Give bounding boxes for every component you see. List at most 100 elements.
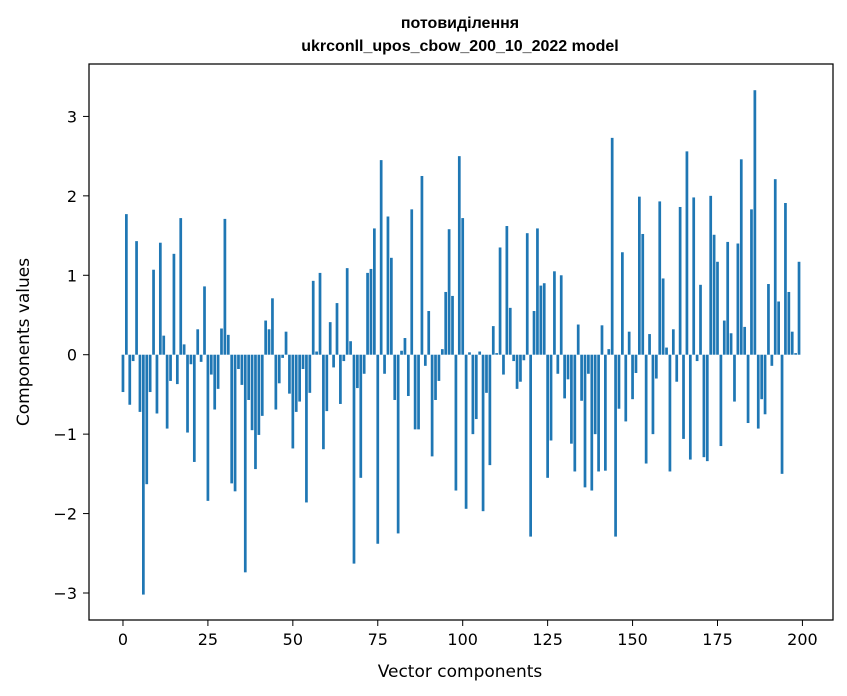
bar — [359, 354, 363, 478]
bar — [661, 278, 665, 355]
bar — [739, 159, 743, 355]
bar — [131, 354, 135, 362]
bar — [413, 354, 417, 430]
bar — [192, 354, 196, 462]
bar — [529, 354, 532, 537]
x-tick-label: 0 — [118, 630, 128, 649]
bar — [627, 331, 631, 355]
bar — [675, 354, 679, 382]
bar — [298, 354, 301, 402]
bar — [128, 354, 132, 405]
bar — [760, 354, 764, 400]
bar — [172, 253, 176, 355]
bar — [274, 354, 278, 410]
bar — [638, 196, 641, 355]
bar — [121, 354, 125, 393]
x-tick-label: 50 — [283, 630, 303, 649]
bar — [593, 354, 597, 435]
bar — [794, 353, 797, 355]
bar — [332, 354, 335, 368]
bar — [277, 354, 281, 384]
bar — [505, 226, 509, 355]
bar — [410, 209, 414, 355]
bar — [478, 351, 482, 355]
bar — [634, 354, 638, 373]
bar — [522, 354, 526, 361]
bar — [257, 354, 261, 435]
bar — [767, 284, 770, 355]
bar — [705, 354, 709, 462]
bar — [671, 329, 675, 355]
bar — [678, 206, 682, 355]
bar — [604, 354, 607, 471]
bar — [559, 275, 563, 355]
bar — [621, 252, 624, 355]
bar — [746, 354, 750, 424]
bar — [790, 331, 794, 355]
bar — [386, 216, 390, 355]
bar — [420, 175, 424, 355]
bar — [580, 354, 583, 401]
bar — [318, 272, 322, 355]
bar — [464, 354, 468, 509]
bar — [515, 354, 519, 389]
bar — [784, 203, 787, 355]
bar — [457, 156, 461, 355]
bar — [145, 354, 149, 485]
y-tick-label: −2 — [53, 505, 77, 524]
bars-group — [121, 90, 801, 595]
bar — [148, 354, 152, 393]
y-axis: −3 −2 −1 0 1 2 3 — [53, 107, 89, 603]
bar — [566, 354, 570, 380]
bar — [644, 354, 648, 464]
bar — [226, 334, 230, 355]
bar — [138, 354, 142, 412]
bar — [169, 354, 172, 381]
bar — [152, 269, 155, 355]
bar — [230, 354, 234, 484]
bar — [437, 354, 441, 381]
bar — [325, 354, 329, 412]
bar — [498, 247, 502, 355]
bar — [525, 233, 529, 355]
bar — [756, 354, 760, 429]
bar — [624, 354, 628, 422]
bar — [342, 354, 346, 362]
bar — [186, 354, 189, 433]
bar — [440, 349, 444, 355]
x-tick-label: 175 — [702, 630, 733, 649]
bar — [454, 354, 458, 491]
bar — [763, 354, 767, 415]
bar — [417, 354, 420, 430]
bar — [335, 303, 339, 355]
bar — [468, 352, 471, 355]
bar — [294, 354, 298, 412]
bar — [291, 354, 295, 449]
bar — [260, 354, 264, 416]
bar — [322, 354, 325, 450]
bar — [339, 354, 342, 404]
bar — [481, 354, 485, 512]
bar — [179, 218, 183, 355]
bar — [165, 354, 169, 429]
bar — [135, 241, 138, 355]
bar — [349, 341, 352, 355]
bar — [369, 268, 373, 355]
bar — [142, 354, 145, 595]
bar — [716, 261, 719, 355]
bar — [288, 354, 291, 394]
bar — [773, 179, 777, 355]
bar — [750, 209, 753, 355]
bar — [719, 354, 723, 447]
bar — [512, 354, 516, 362]
bar — [434, 354, 437, 400]
bar — [271, 298, 274, 355]
x-axis-label: Vector components — [378, 662, 543, 682]
bar — [610, 137, 614, 355]
bar — [695, 354, 699, 362]
x-tick-label: 75 — [368, 630, 388, 649]
bar — [308, 354, 312, 393]
bar — [430, 354, 434, 457]
bar — [328, 322, 332, 355]
